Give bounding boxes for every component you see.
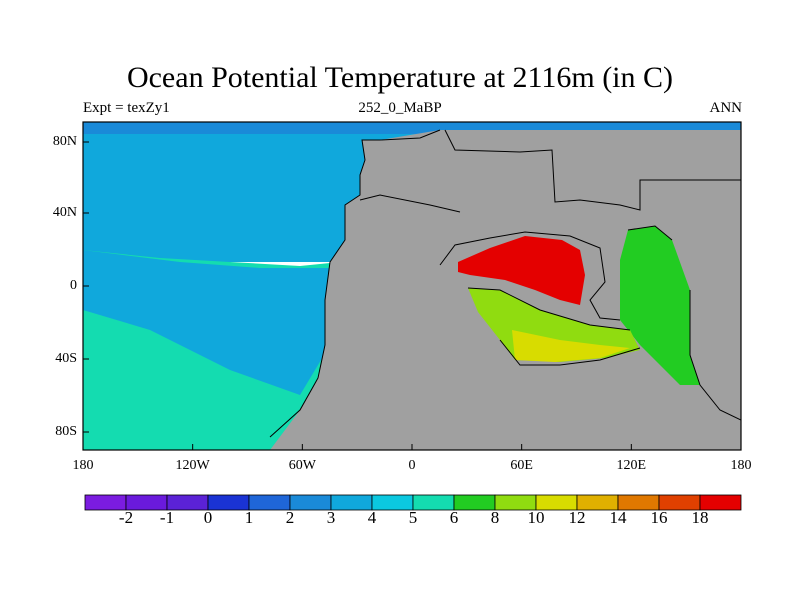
lat-tick-label: 40S: [55, 351, 77, 366]
time-label: 252_0_MaBP: [358, 100, 442, 116]
lon-tick-label: 120E: [616, 458, 647, 473]
lon-tick-label: 180: [730, 458, 752, 473]
ocean-mid-field: [83, 250, 330, 395]
colorbar-label: 4: [367, 508, 377, 527]
colorbar-swatch: [412, 494, 455, 511]
colorbar-label: 12: [568, 508, 586, 527]
lon-tick-label: 180: [72, 458, 94, 473]
lon-tick-label: 0: [408, 458, 416, 473]
lat-tick-label: 0: [70, 278, 77, 293]
colorbar-label: 16: [650, 508, 668, 527]
warm-green-field: [620, 226, 700, 385]
colorbar-label: 2: [285, 508, 295, 527]
lat-tick-label: 80S: [55, 424, 77, 439]
lat-tick-label: 40N: [52, 205, 77, 220]
coastlines: [269, 129, 741, 438]
colorbar-label: 14: [609, 508, 627, 527]
colorbar-swatch: [371, 494, 414, 511]
colorbar-label: 0: [203, 508, 213, 527]
yellow-green-band: [468, 288, 640, 362]
colorbar-label: 18: [691, 508, 709, 527]
warm-red-pool: [458, 236, 585, 305]
colorbar-swatch: [699, 494, 742, 511]
yellow-band: [512, 330, 630, 362]
colorbar-swatch: [453, 494, 496, 511]
colorbar-swatch: [289, 494, 332, 511]
colorbar-label: 6: [449, 508, 459, 527]
season-label: ANN: [709, 100, 743, 116]
colorbar: [84, 494, 742, 511]
colorbar-label: 10: [527, 508, 545, 527]
map-field: [83, 122, 741, 450]
colorbar-swatch: [207, 494, 250, 511]
colorbar-swatch: [330, 494, 373, 511]
colorbar-label: 8: [490, 508, 500, 527]
map-title: Ocean Potential Temperature at 2116m (in…: [126, 61, 674, 94]
axis-ticks: [82, 141, 742, 450]
lat-tick-label: 80N: [52, 134, 77, 149]
colorbar-swatch: [248, 494, 291, 511]
colorbar-label: -2: [118, 508, 134, 527]
lon-tick-label: 120W: [175, 458, 210, 473]
lon-tick-label: 60W: [288, 458, 316, 473]
colorbar-label: 5: [408, 508, 418, 527]
colorbar-label: 1: [244, 508, 254, 527]
lon-tick-label: 60E: [510, 458, 533, 473]
colorbar-label: -1: [159, 508, 175, 527]
experiment-label: Expt = texZy1: [83, 100, 170, 116]
colorbar-label: 3: [326, 508, 336, 527]
